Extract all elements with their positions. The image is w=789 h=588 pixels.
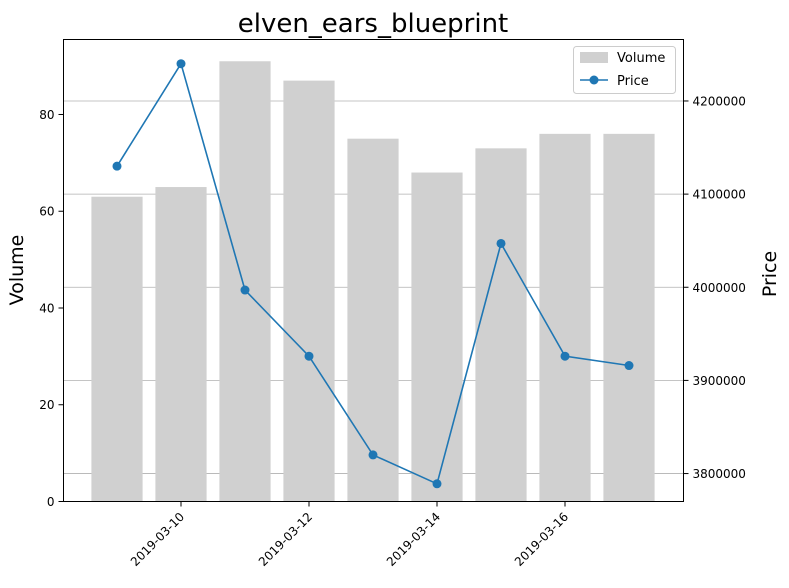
volume-bar — [539, 133, 591, 502]
volume-bar — [347, 138, 399, 502]
chart-title: elven_ears_blueprint — [238, 9, 509, 39]
price-point — [240, 285, 250, 295]
left-tick-label: 60 — [39, 205, 54, 219]
volume-bar — [155, 187, 207, 502]
left-axis-title: Volume — [6, 235, 28, 306]
price-line-series — [112, 59, 634, 489]
volume-bar — [91, 196, 143, 502]
legend-price-label: Price — [617, 74, 649, 89]
plot-frame — [63, 39, 684, 502]
right-tick-label: 3900000 — [693, 374, 746, 388]
right-axis-title: Price — [759, 251, 781, 297]
left-tick-label: 40 — [39, 301, 54, 315]
volume-bars — [91, 61, 655, 502]
legend: Volume Price — [573, 46, 676, 94]
right-tick-label: 3800000 — [693, 467, 746, 481]
left-tick-label: 0 — [47, 495, 55, 509]
volume-bar — [475, 148, 527, 502]
right-y-axis: 3800000 3900000 4000000 4100000 4200000 — [683, 94, 746, 481]
right-tick-label: 4000000 — [693, 281, 746, 295]
price-point — [624, 361, 634, 371]
volume-bar — [603, 133, 655, 502]
left-tick-label: 80 — [39, 108, 54, 122]
price-point — [432, 479, 442, 489]
legend-price-marker — [589, 75, 599, 85]
legend-volume-label: Volume — [617, 51, 665, 66]
volume-bar — [219, 61, 271, 502]
x-tick-label: 2019-03-14 — [384, 510, 443, 569]
price-point — [304, 351, 314, 361]
price-point — [496, 238, 506, 248]
right-tick-label: 4100000 — [693, 188, 746, 202]
x-tick-label: 2019-03-16 — [512, 510, 571, 569]
price-point — [560, 351, 570, 361]
right-tick-label: 4200000 — [693, 94, 746, 108]
volume-bar — [411, 172, 463, 502]
x-tick-label: 2019-03-12 — [256, 510, 315, 569]
x-tick-label: 2019-03-10 — [128, 510, 187, 569]
legend-volume-swatch — [580, 52, 608, 63]
left-tick-label: 20 — [39, 398, 54, 412]
price-point — [368, 450, 378, 460]
price-point — [176, 59, 186, 69]
volume-bar — [283, 80, 335, 502]
x-axis: 2019-03-10 2019-03-12 2019-03-14 2019-03-16 — [128, 501, 571, 569]
price-point — [112, 161, 122, 171]
left-y-axis: 0 20 40 60 80 — [39, 108, 64, 509]
